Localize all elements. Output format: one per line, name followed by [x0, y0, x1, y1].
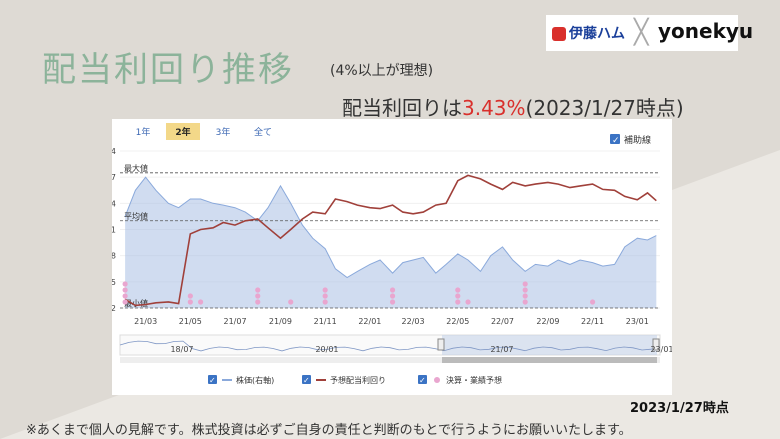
legend-swatch-2 — [434, 377, 440, 383]
event-marker-2-0[interactable] — [197, 299, 204, 305]
yield-headline: 配当利回りは3.43%(2023/1/27時点) — [342, 92, 684, 121]
y-left-tick-1: 3.7 — [112, 173, 116, 182]
aux-checkbox-label: 補助線 — [624, 134, 651, 146]
legend-label-0: 株価(右軸) — [236, 375, 274, 385]
x-tick-4: 21/11 — [314, 317, 337, 326]
x-tick-1: 21/05 — [179, 317, 202, 326]
headline-value: 3.43% — [462, 96, 526, 120]
legend-checkbox-1[interactable] — [302, 375, 311, 384]
event-marker-9-2[interactable] — [522, 287, 528, 293]
aux-check-icon: ✓ — [612, 136, 620, 146]
navigator-tick-2: 21/07 — [490, 345, 513, 354]
ref-label-1: 平均値 — [124, 211, 148, 221]
page-subtitle: (4%以上が理想) — [330, 63, 434, 79]
event-marker-6-1[interactable] — [389, 293, 396, 299]
aux-checkbox[interactable] — [610, 134, 620, 144]
headline-suffix: (2023/1/27時点) — [525, 96, 684, 120]
x-tick-2: 21/07 — [224, 317, 247, 326]
event-marker-5-0[interactable] — [322, 299, 328, 305]
legend-label-1: 予想配当利回り — [330, 375, 386, 385]
event-marker-0-1[interactable] — [122, 293, 128, 299]
event-marker-0-3[interactable] — [122, 281, 128, 287]
navigator-selection[interactable] — [442, 335, 657, 355]
event-marker-6-0[interactable] — [389, 299, 396, 305]
itoham-mark-icon — [552, 27, 566, 41]
navigator-tick-1: 20/01 — [315, 345, 338, 354]
range-button-0[interactable]: 1年 — [136, 126, 151, 138]
event-marker-6-2[interactable] — [389, 287, 396, 293]
event-marker-7-2[interactable] — [455, 287, 461, 293]
event-marker-4-0[interactable] — [288, 299, 294, 305]
legend-check-icon-2: ✓ — [419, 376, 426, 385]
event-marker-9-0[interactable] — [522, 299, 528, 305]
navigator-tick-0: 18/07 — [170, 345, 193, 354]
x-tick-11: 23/01 — [626, 317, 649, 326]
x-tick-7: 22/05 — [446, 317, 469, 326]
event-marker-3-1[interactable] — [255, 293, 261, 299]
y-left-tick-6: 2.2 — [112, 304, 116, 313]
x-tick-10: 22/11 — [581, 317, 604, 326]
scrollbar-track[interactable] — [120, 357, 660, 363]
range-button-3[interactable]: 全て — [254, 126, 272, 138]
y-left-tick-4: 2.8 — [112, 252, 116, 261]
price-area — [125, 177, 657, 308]
event-marker-7-1[interactable] — [455, 293, 461, 299]
date-note: 2023/1/27時点 — [630, 401, 729, 416]
y-left-tick-2: 3.4 — [112, 199, 116, 208]
navigator-tick-3: 23/01 — [650, 345, 672, 354]
event-marker-3-2[interactable] — [255, 287, 261, 293]
event-marker-5-2[interactable] — [322, 287, 328, 293]
yield-chart: 1年2年3年全て✓補助線43.73.43.12.82.52.2800770740… — [103, 123, 689, 385]
event-marker-0-0[interactable] — [122, 299, 128, 305]
event-marker-7-0[interactable] — [455, 299, 461, 305]
navigator-line — [119, 340, 661, 352]
page-title: 配当利回り推移 — [42, 50, 294, 90]
itoham-logo: 伊藤ハム — [552, 23, 625, 43]
range-button-bg-1[interactable] — [166, 123, 200, 140]
navigator-handle-left[interactable] — [437, 338, 445, 351]
ref-label-0: 最大値 — [124, 163, 148, 173]
event-marker-0-2[interactable] — [122, 287, 128, 293]
x-tick-8: 22/07 — [491, 317, 514, 326]
event-marker-8-0[interactable] — [465, 299, 471, 305]
headline-prefix: 配当利回りは — [342, 96, 462, 120]
ref-label-2: 最小値 — [124, 298, 148, 308]
logo-separator: ╳ — [634, 18, 649, 46]
disclaimer: ※あくまで個人の見解です。株式投資は必ずご自身の責任と判断のもとで行うようにお願… — [26, 423, 632, 438]
yield-line — [124, 174, 657, 307]
navigator-handle-right[interactable] — [652, 338, 660, 351]
event-marker-9-3[interactable] — [522, 281, 528, 287]
y-left-tick-0: 4 — [112, 147, 116, 156]
event-marker-9-1[interactable] — [522, 293, 528, 299]
x-tick-0: 21/03 — [134, 317, 157, 326]
scrollbar-thumb[interactable] — [442, 357, 657, 363]
y-left-tick-3: 3.1 — [112, 226, 116, 235]
yonekyu-logo: yonekyu — [658, 19, 754, 43]
event-marker-10-0[interactable] — [589, 299, 596, 305]
legend-check-icon-0: ✓ — [209, 376, 216, 385]
event-marker-1-1[interactable] — [187, 293, 193, 299]
x-tick-6: 22/03 — [402, 317, 425, 326]
company-logos: 伊藤ハム ╳ yonekyu — [546, 15, 753, 51]
x-tick-3: 21/09 — [269, 317, 292, 326]
legend-checkbox-0[interactable] — [208, 375, 217, 384]
range-button-1[interactable]: 2年 — [175, 126, 190, 138]
range-button-2[interactable]: 3年 — [216, 126, 231, 138]
legend-check-icon-1: ✓ — [303, 376, 310, 385]
itoham-logo-text: 伊藤ハム — [569, 26, 625, 42]
x-tick-5: 22/01 — [358, 317, 381, 326]
legend-label-2: 決算・業績予想 — [446, 375, 502, 385]
y-left-tick-5: 2.5 — [112, 278, 116, 287]
price-line — [124, 176, 657, 279]
legend-checkbox-2[interactable] — [418, 375, 427, 384]
event-marker-3-0[interactable] — [255, 299, 261, 305]
chart-card: 1年2年3年全て✓補助線43.73.43.12.82.52.2800770740… — [103, 119, 689, 395]
event-marker-1-0[interactable] — [187, 299, 193, 305]
event-marker-5-1[interactable] — [322, 293, 328, 299]
x-tick-9: 22/09 — [536, 317, 559, 326]
